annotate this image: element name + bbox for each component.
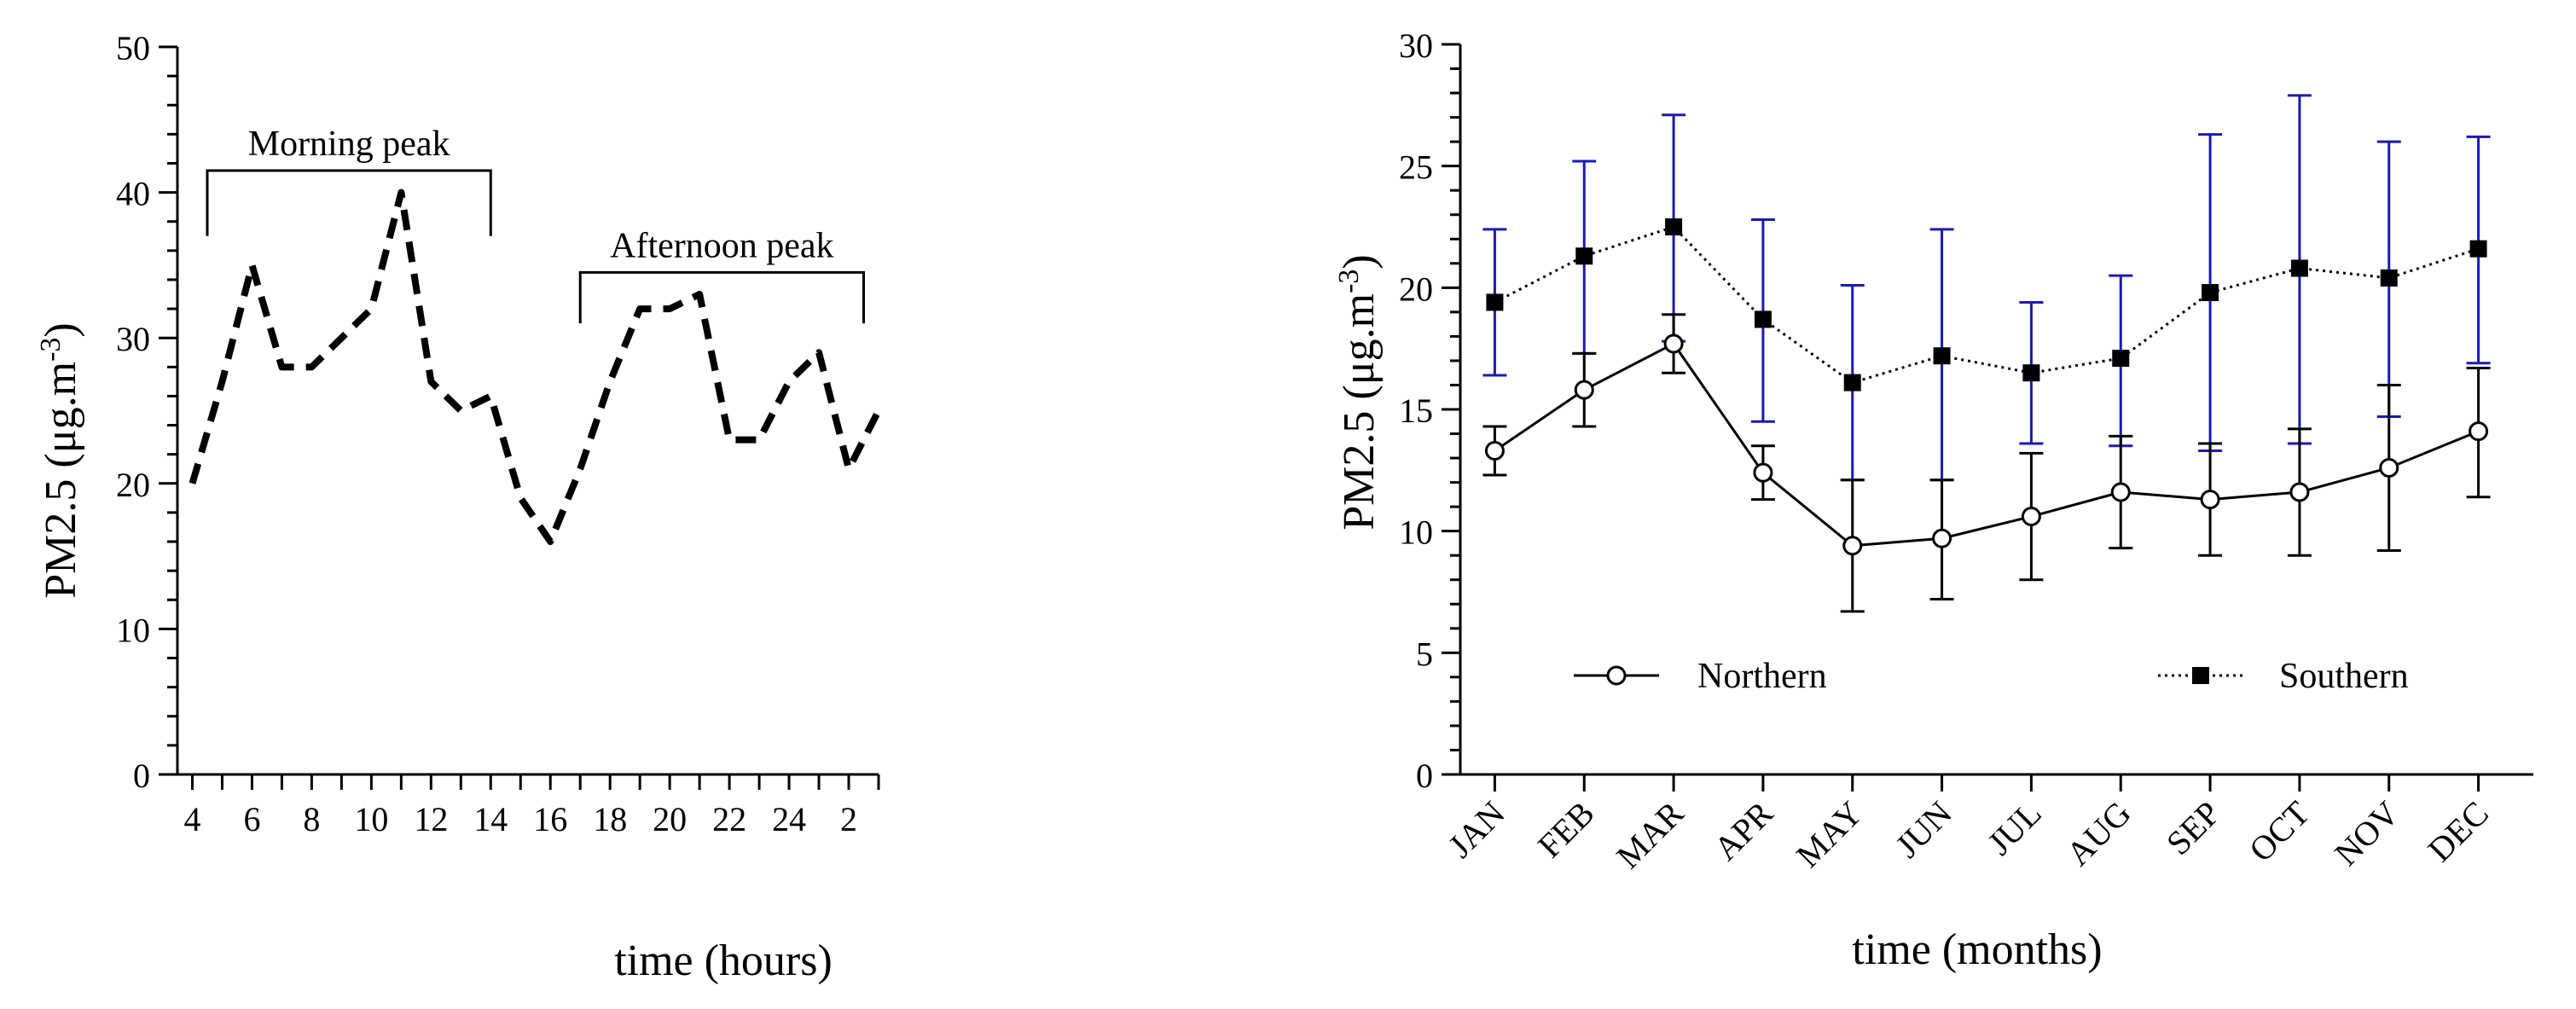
southern-point [2022, 364, 2040, 382]
x-tick-label: 4 [183, 800, 200, 838]
y-axis-title-monthly: PM2.5 (μg.m-3) [1333, 254, 1384, 530]
southern-point [1933, 347, 1951, 365]
x-tick-label: 8 [303, 800, 320, 838]
peak-bracket [578, 270, 866, 324]
y-tick-label: 40 [116, 175, 150, 213]
southern-point [2380, 269, 2398, 287]
hourly-line [189, 188, 882, 546]
legend-northern-label: Northern [1697, 657, 1827, 696]
y-tick-label: 20 [116, 466, 150, 504]
x-tick-label: 12 [414, 800, 448, 838]
x-tick-label: 16 [533, 800, 567, 838]
x-tick-label: AUG [2059, 794, 2138, 873]
southern-line [1494, 225, 2480, 385]
southern-point [2290, 259, 2308, 277]
northern-line [1494, 342, 2480, 548]
northern-point [1484, 441, 1505, 461]
y-tick-label: 15 [1399, 391, 1433, 430]
northern-point [1842, 536, 1863, 556]
x-tick-label: MAY [1789, 794, 1870, 875]
x-tick-label: 2 [840, 800, 857, 838]
peak-annotations: Morning peak Afternoon peak [206, 125, 866, 324]
y-axis-title-sup: -3 [35, 338, 67, 362]
chart-monthly: 0 5 10 15 20 25 30 JAN FEB MAR APR MAY JUN JUL AUG SEP O… [1333, 26, 2533, 974]
southern-point [1665, 218, 1683, 235]
northern-point [2200, 490, 2220, 510]
y-axis-title-sup: -3 [1333, 270, 1365, 293]
monthly-series [1482, 94, 2491, 613]
y-tick-label: 50 [116, 29, 150, 67]
x-tick-label: 10 [354, 800, 388, 838]
x-tick-label: JUN [1888, 794, 1959, 866]
northern-point [1663, 333, 1684, 354]
y-tick-label: 0 [1416, 757, 1433, 795]
hourly-series [189, 188, 882, 546]
northern-point [2021, 507, 2041, 527]
northern-point [1574, 380, 1594, 400]
x-tick-label: JUL [1980, 794, 2049, 863]
x-tick-label: SEP [2159, 794, 2228, 863]
southern-point [1575, 247, 1593, 265]
x-tick-label: NOV [2327, 793, 2406, 873]
southern-point [1843, 374, 1861, 391]
x-tick-label: OCT [2242, 794, 2317, 869]
legend: Northern Southern [1574, 657, 2409, 696]
x-tick-label: 6 [243, 800, 260, 838]
northern-point [2110, 482, 2131, 502]
legend-southern-marker [2192, 667, 2209, 684]
y-tick-label: 25 [1399, 148, 1433, 187]
legend-southern-label: Southern [2279, 657, 2409, 696]
axes-hourly: 0 10 20 30 40 50 4 6 8 10 12 14 16 18 20 22 24 2 [116, 29, 880, 838]
x-tick-label: 18 [593, 800, 627, 838]
northern-point [1753, 462, 1773, 483]
peak-label: Afternoon peak [610, 226, 833, 265]
y-axis-title-text: PM2.5 (μg.m [37, 362, 85, 599]
southern-point [2112, 350, 2130, 368]
y-tick-label: 30 [116, 320, 150, 358]
y-tick-label: 0 [133, 757, 150, 795]
y-axis-title-close: ) [1335, 254, 1384, 269]
x-tick-label: MAR [1609, 793, 1691, 875]
y-axis-title-hourly: PM2.5 (μg.m-3) [35, 322, 86, 598]
southern-point [1754, 310, 1772, 328]
northern-point [1932, 528, 1952, 548]
y-tick-label: 30 [1399, 26, 1433, 65]
y-tick-label: 20 [1399, 270, 1433, 308]
x-axis-title-hourly: time (hours) [614, 937, 833, 985]
y-tick-label: 5 [1416, 635, 1433, 673]
legend-northern-marker [1606, 665, 1627, 686]
x-tick-label: 20 [653, 800, 687, 838]
x-tick-label: 24 [772, 800, 806, 838]
southern-point [1486, 293, 1504, 311]
x-tick-label: 22 [712, 800, 746, 838]
peak-label: Morning peak [248, 125, 450, 164]
x-tick-label: 14 [473, 800, 508, 838]
chart-hourly: 0 10 20 30 40 50 4 6 8 10 12 14 16 18 20 22 24 2 Morning … [35, 29, 882, 985]
x-tick-label: APR [1706, 793, 1780, 867]
y-tick-label: 10 [116, 611, 150, 649]
axes-monthly: 0 5 10 15 20 25 30 JAN FEB MAR APR MAY JUN JUL AUG SEP O… [1399, 26, 2533, 876]
peak-bracket [206, 169, 492, 236]
x-axis-title-monthly: time (months) [1852, 925, 2102, 974]
northern-point [2379, 457, 2399, 478]
northern-point [2289, 482, 2310, 502]
y-tick-label: 10 [1399, 513, 1433, 552]
x-tick-label: JAN [1441, 794, 1512, 866]
southern-point [2469, 240, 2487, 258]
x-tick-label: DEC [2421, 794, 2496, 869]
y-axis-title-text: PM2.5 (μg.m [1335, 293, 1384, 531]
southern-point [2202, 284, 2219, 302]
y-axis-title-close: ) [37, 322, 85, 337]
x-tick-label: FEB [1530, 794, 1602, 866]
northern-point [2469, 421, 2489, 442]
